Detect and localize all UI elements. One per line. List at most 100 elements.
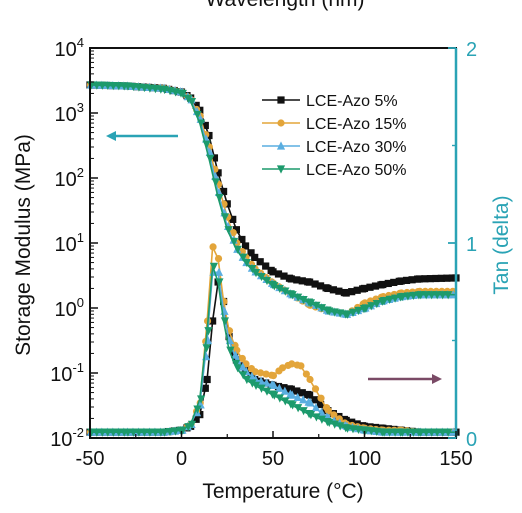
x-tick-label: -50 <box>76 448 105 470</box>
tan-point <box>306 375 314 384</box>
modulus-point <box>306 278 314 286</box>
modulus-point <box>353 286 361 294</box>
legend-entry: LCE-Azo 30% <box>262 139 407 156</box>
modulus-point <box>98 81 107 90</box>
tan-point <box>215 278 224 287</box>
modulus-point <box>123 82 133 91</box>
series-4 <box>87 81 456 437</box>
left-arrow <box>106 131 178 141</box>
modulus-point <box>269 268 277 276</box>
modulus-point <box>257 272 266 282</box>
tan-point <box>288 390 297 399</box>
modulus-point <box>342 289 350 297</box>
tan-point <box>145 428 154 437</box>
modulus-point <box>372 299 381 309</box>
tan-point <box>123 428 133 437</box>
tan-point <box>311 402 321 412</box>
tan-point <box>348 425 358 434</box>
y-tick-label: 102 <box>55 165 84 191</box>
modulus-point <box>432 274 440 283</box>
y2-axis-label: Tan (delta) <box>490 195 513 294</box>
modulus-point <box>92 81 101 90</box>
tan-point <box>278 364 287 372</box>
tan-point <box>275 383 284 392</box>
modulus-point <box>238 235 246 244</box>
tan-point <box>197 395 206 404</box>
tan-point <box>288 360 296 368</box>
tan-point <box>354 425 363 435</box>
modulus-point <box>415 275 423 283</box>
tan-point <box>297 362 305 370</box>
modulus-point <box>239 253 248 262</box>
modulus-point <box>197 119 206 128</box>
tan-point <box>409 428 418 437</box>
modulus-point <box>211 178 220 187</box>
legend-entry: LCE-Azo 5% <box>262 93 398 110</box>
tan-point <box>103 428 112 437</box>
modulus-point <box>151 85 160 94</box>
modulus-point <box>210 154 219 162</box>
tan-point <box>192 415 200 423</box>
modulus-point <box>129 82 138 92</box>
tan-point <box>202 344 211 353</box>
y-axis-ticks: 104 103 102 101 100 10-1 10-2 <box>50 35 98 451</box>
tan-point <box>214 255 223 263</box>
modulus-point <box>306 299 316 308</box>
tan-point <box>372 427 381 436</box>
tan-point <box>316 400 325 409</box>
legend-label: LCE-Azo 5% <box>306 93 398 110</box>
modulus-point <box>311 280 319 288</box>
tan-point <box>257 369 265 377</box>
y2-tick-label: 2 <box>466 39 477 61</box>
modulus-point <box>354 306 363 316</box>
modulus-point <box>433 291 442 300</box>
x-tick-label: 100 <box>348 448 381 470</box>
tan-point <box>280 386 289 395</box>
legend-marker <box>277 119 285 127</box>
tan-point <box>203 375 211 384</box>
tan-point <box>262 370 270 378</box>
tan-point <box>160 428 169 437</box>
modulus-point <box>114 82 123 91</box>
tan-point <box>343 424 352 433</box>
x-tick-label: 0 <box>176 448 187 470</box>
modulus-point <box>193 110 202 120</box>
modulus-point <box>241 242 250 250</box>
y2-tick-label: 1 <box>466 234 477 256</box>
modulus-point <box>361 304 370 313</box>
modulus-point <box>229 215 237 223</box>
tan-point <box>367 427 376 436</box>
modulus-point <box>293 276 301 284</box>
modulus-point <box>427 291 436 300</box>
tan-point <box>380 428 389 437</box>
modulus-point <box>229 237 239 247</box>
tan-point <box>299 395 308 404</box>
modulus-point <box>215 193 224 203</box>
legend-label: LCE-Azo 50% <box>306 162 407 179</box>
modulus-point <box>360 284 369 293</box>
legend-entry: LCE-Azo 50% <box>262 162 407 179</box>
tan-point <box>324 407 332 415</box>
modulus-point <box>408 276 416 284</box>
x-axis-label: Temperature (°C) <box>202 480 363 503</box>
tan-point <box>262 387 272 396</box>
legend: LCE-Azo 5% LCE-Azo 15% LCE-Azo 30% LCE-Azo … <box>262 93 407 179</box>
tan-point <box>201 384 209 392</box>
modulus-point <box>219 187 228 196</box>
y2-tick-label: 0 <box>466 429 477 451</box>
tan-point <box>444 428 453 437</box>
y-tick-label: 10-2 <box>50 425 84 451</box>
modulus-point <box>233 245 242 254</box>
modulus-point <box>229 229 237 237</box>
modulus-point <box>438 291 447 300</box>
modulus-point <box>421 275 429 283</box>
tan-point <box>204 327 213 336</box>
tan-point <box>193 405 202 414</box>
modulus-point <box>280 272 288 280</box>
modulus-point <box>437 274 445 282</box>
tan-point <box>361 426 370 435</box>
modulus-point <box>329 286 337 294</box>
modulus-point <box>390 278 398 287</box>
modulus-point <box>140 83 149 93</box>
tan-point <box>330 411 338 419</box>
